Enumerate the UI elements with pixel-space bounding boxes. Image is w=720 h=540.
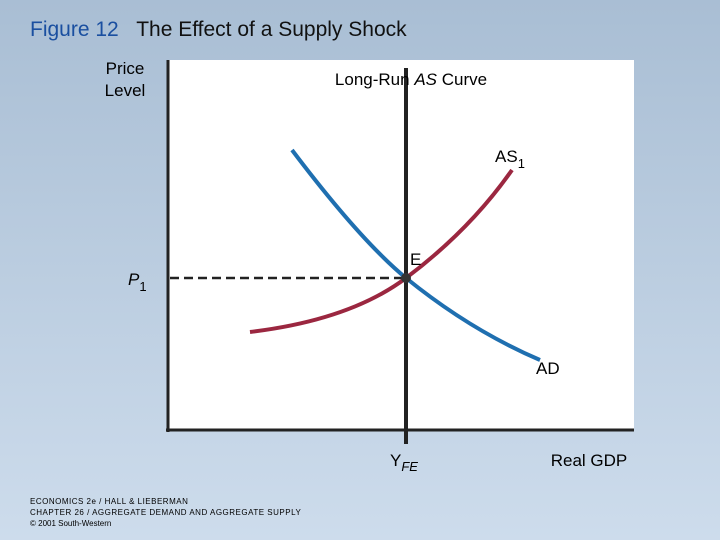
plot-area	[168, 60, 634, 430]
x-axis-label: Real GDP	[551, 451, 628, 470]
price-label-sub: 1	[139, 279, 146, 294]
as-label: AS1	[495, 147, 525, 171]
lras-label: Long-Run AS Curve	[335, 70, 487, 89]
lras-label-part: Curve	[437, 70, 487, 89]
lras-label-part: AS	[413, 70, 437, 89]
equilibrium-label: E	[410, 250, 421, 269]
ad-label: AD	[536, 359, 560, 378]
price-label: P1	[128, 270, 147, 294]
footer-line: © 2001 South-Western	[30, 519, 111, 528]
figure-title: The Effect of a Supply Shock	[136, 18, 407, 41]
footer-line: CHAPTER 26 / AGGREGATE DEMAND AND AGGREG…	[30, 508, 301, 517]
price-label-main: P	[128, 270, 140, 289]
title: Figure 12 The Effect of a Supply Shock	[30, 18, 407, 41]
equilibrium-point	[401, 273, 411, 283]
footer-line: ECONOMICS 2e / HALL & LIEBERMAN	[30, 497, 188, 506]
as-label-sub: 1	[518, 156, 525, 171]
y-axis-label: Price	[106, 59, 145, 78]
output-label-sub: FE	[401, 459, 418, 474]
y-axis-label: Level	[105, 81, 146, 100]
figure-number: Figure 12	[30, 18, 119, 41]
output-label-main: Y	[390, 451, 401, 470]
lras-label-part: Long-Run	[335, 70, 414, 89]
as-label-main: AS	[495, 147, 518, 166]
output-label: YFE	[390, 451, 418, 474]
